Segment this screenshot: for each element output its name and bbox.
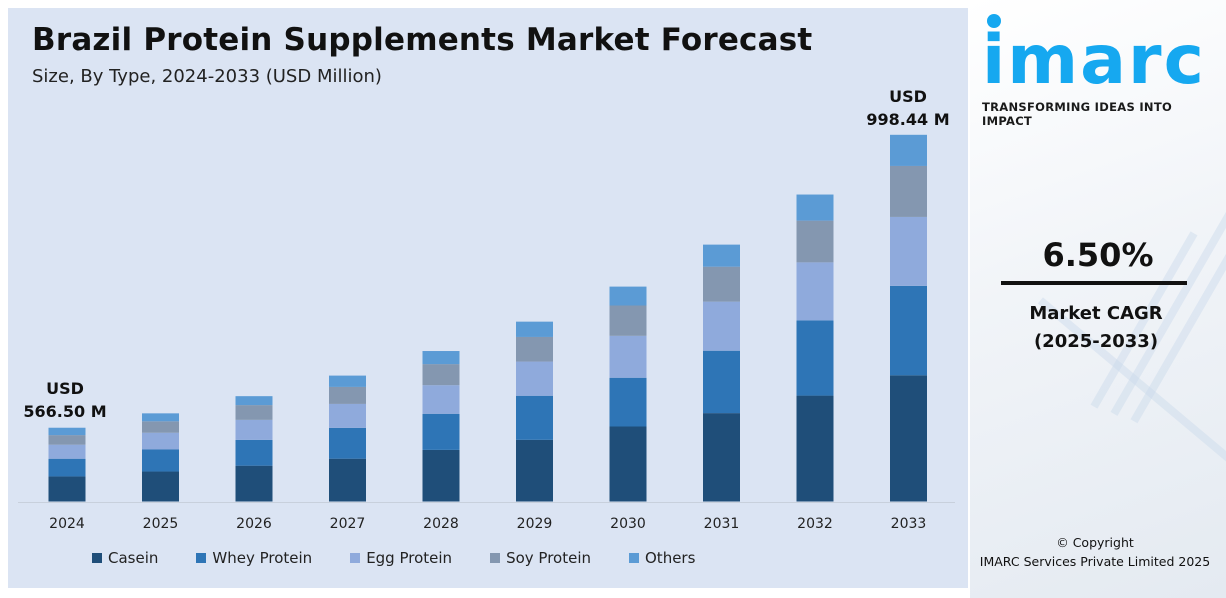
cagr-value: 6.50% xyxy=(1042,236,1154,274)
legend: Casein Whey Protein Egg Protein Soy Protein… xyxy=(92,549,733,567)
bar-segment-soy-protein-2028 xyxy=(422,364,460,386)
legend-label: Egg Protein xyxy=(366,549,453,567)
bar-segment-soy-protein-2031 xyxy=(703,266,740,302)
annotation-line2: 566.50 M xyxy=(23,402,107,421)
bar-segment-egg-protein-2027 xyxy=(329,403,366,428)
legend-label: Soy Protein xyxy=(506,549,591,567)
legend-label: Others xyxy=(645,549,696,567)
bar-segment-others-2027 xyxy=(329,375,366,387)
logo-wordmark: imarc xyxy=(982,21,1206,100)
bar-segment-others-2033 xyxy=(890,134,927,166)
bar-segment-casein-2028 xyxy=(422,449,460,502)
bar-segment-casein-2030 xyxy=(609,426,647,502)
copyright-line2: IMARC Services Private Limited 2025 xyxy=(979,554,1211,569)
chart-title: Brazil Protein Supplements Market Foreca… xyxy=(32,22,813,58)
legend-item: Soy Protein xyxy=(490,549,591,567)
x-tick-label: 2033 xyxy=(891,516,927,532)
legend-item: Egg Protein xyxy=(350,549,452,567)
bar-segment-casein-2033 xyxy=(890,375,927,502)
legend-swatch xyxy=(350,553,361,563)
bar-segment-egg-protein-2026 xyxy=(235,419,273,440)
cagr-divider xyxy=(1001,281,1187,285)
bar-segment-whey-protein-2024 xyxy=(48,458,86,477)
bar-segment-whey-protein-2032 xyxy=(796,320,834,396)
bar-segment-whey-protein-2031 xyxy=(703,350,740,414)
bar-segment-casein-2024 xyxy=(48,476,86,502)
x-tick-label: 2032 xyxy=(797,516,833,532)
sidebar: imarc TRANSFORMING IDEAS INTO IMPACT 6.5… xyxy=(970,0,1226,598)
bar-segment-soy-protein-2027 xyxy=(329,386,366,404)
bar-segment-egg-protein-2024 xyxy=(48,444,86,459)
legend-swatch xyxy=(196,553,207,563)
bar-segment-whey-protein-2033 xyxy=(890,285,927,376)
x-tick-label: 2025 xyxy=(143,516,179,532)
imarc-logo: imarc TRANSFORMING IDEAS INTO IMPACT xyxy=(982,12,1214,128)
legend-label: Casein xyxy=(108,549,159,567)
annotation-line1: USD xyxy=(889,87,927,106)
x-tick-label: 2027 xyxy=(330,516,366,532)
bar-segment-soy-protein-2030 xyxy=(609,305,647,336)
bar-segment-others-2026 xyxy=(235,396,273,406)
bar-segment-casein-2029 xyxy=(516,439,553,502)
bar-segment-others-2031 xyxy=(703,244,740,267)
annotation-line1: USD xyxy=(46,379,84,398)
bar-segment-soy-protein-2024 xyxy=(48,435,86,445)
bar-segment-others-2025 xyxy=(142,413,179,422)
bar-segment-whey-protein-2026 xyxy=(235,439,273,466)
cagr-label-line1: Market CAGR xyxy=(1029,303,1163,324)
bar-segment-others-2030 xyxy=(609,286,647,306)
bar-segment-soy-protein-2029 xyxy=(516,336,553,362)
bar-segment-whey-protein-2025 xyxy=(142,449,179,472)
copyright: © Copyright IMARC Services Private Limit… xyxy=(970,533,1220,571)
legend-swatch xyxy=(490,553,501,563)
legend-label: Whey Protein xyxy=(212,549,313,567)
bar-segment-casein-2026 xyxy=(235,465,273,502)
bar-segment-whey-protein-2030 xyxy=(609,377,647,427)
bar-segment-casein-2027 xyxy=(329,458,366,502)
bar-segment-casein-2031 xyxy=(703,413,740,502)
bar-segment-egg-protein-2033 xyxy=(890,216,927,286)
cagr-label-line2: (2025-2033) xyxy=(1033,331,1159,352)
bar-segment-whey-protein-2028 xyxy=(422,413,460,450)
bar-segment-others-2029 xyxy=(516,321,553,337)
bar-segment-egg-protein-2031 xyxy=(703,301,740,351)
legend-item: Others xyxy=(629,549,695,567)
x-tick-label: 2030 xyxy=(610,516,646,532)
bar-segment-egg-protein-2025 xyxy=(142,432,179,450)
bar-segment-egg-protein-2028 xyxy=(422,385,460,414)
logo-tagline: TRANSFORMING IDEAS INTO IMPACT xyxy=(982,100,1173,128)
bar-segment-egg-protein-2029 xyxy=(516,361,553,396)
annotation-2033: USD 998.44 M xyxy=(858,85,958,131)
bar-segment-whey-protein-2029 xyxy=(516,395,553,440)
bar-segment-others-2024 xyxy=(48,427,86,436)
bar-segment-egg-protein-2030 xyxy=(609,335,647,378)
bar-segment-whey-protein-2027 xyxy=(329,427,366,459)
legend-item: Whey Protein xyxy=(196,549,312,567)
chart-subtitle: Size, By Type, 2024-2033 (USD Million) xyxy=(32,66,382,87)
annotation-line2: 998.44 M xyxy=(866,110,950,129)
x-tick-label: 2024 xyxy=(49,516,85,532)
x-tick-label: 2031 xyxy=(704,516,740,532)
legend-swatch xyxy=(92,553,102,563)
bar-segment-casein-2032 xyxy=(796,395,834,502)
legend-swatch xyxy=(629,553,639,563)
logo-dot xyxy=(987,14,1001,28)
bar-segment-casein-2025 xyxy=(142,471,179,502)
stacked-bar-chart: 2024 2025 2026 2027 2028 2029 2030 2031 2032 2033 xyxy=(18,134,955,532)
x-tick-label: 2026 xyxy=(236,516,272,532)
bar-segment-others-2032 xyxy=(796,194,834,221)
bar-segment-soy-protein-2025 xyxy=(142,421,179,433)
bar-segment-soy-protein-2026 xyxy=(235,405,273,420)
x-tick-label: 2028 xyxy=(423,516,459,532)
bar-segment-others-2028 xyxy=(422,351,460,365)
bar-segment-soy-protein-2032 xyxy=(796,220,834,263)
x-tick-label: 2029 xyxy=(517,516,553,532)
legend-item: Casein xyxy=(92,549,158,567)
cagr-label: Market CAGR (2025-2033) xyxy=(970,300,1222,356)
bar-segment-egg-protein-2032 xyxy=(796,262,834,321)
bar-segment-soy-protein-2033 xyxy=(890,165,927,217)
copyright-line1: © Copyright xyxy=(1056,535,1134,550)
annotation-2024: USD 566.50 M xyxy=(15,377,115,423)
